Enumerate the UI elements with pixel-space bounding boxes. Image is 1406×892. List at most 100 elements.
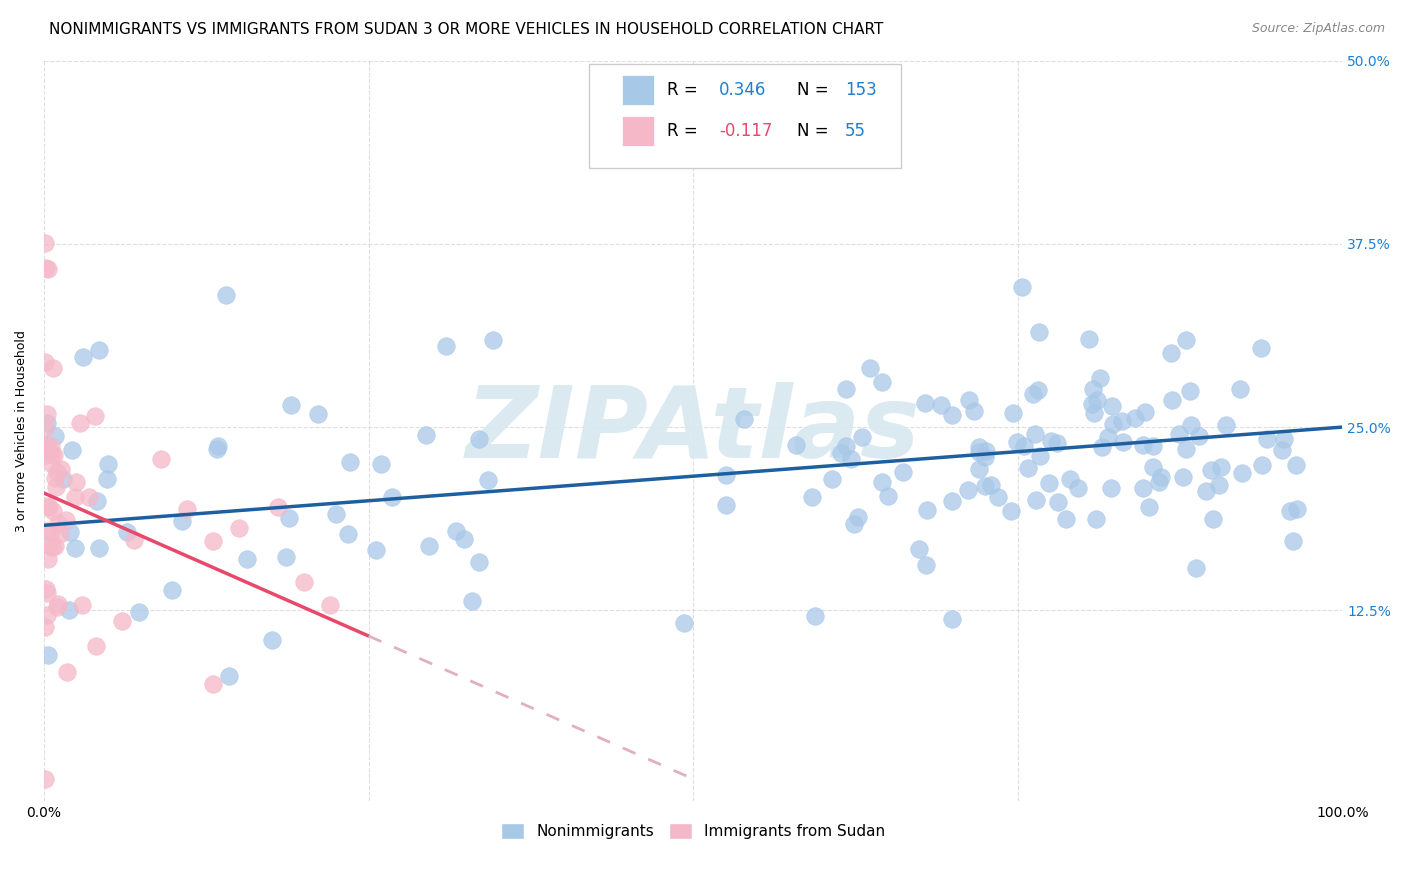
Point [260, 633, 283, 648]
Point [122, 533, 145, 547]
Point [1185, 561, 1208, 575]
Point [834, 439, 856, 453]
Point [1178, 384, 1201, 398]
Point [96, 473, 118, 487]
Point [1083, 406, 1105, 420]
Point [83, 409, 105, 424]
Point [115, 524, 138, 539]
Point [307, 408, 329, 422]
Point [339, 455, 361, 469]
Point [915, 503, 938, 517]
Point [908, 541, 931, 556]
Point [42, 360, 65, 375]
Point [292, 574, 315, 589]
Point [1199, 463, 1222, 477]
Point [974, 444, 997, 458]
Point [34, 235, 56, 250]
Point [49, 462, 72, 476]
Point [714, 498, 737, 512]
Point [851, 430, 873, 444]
FancyBboxPatch shape [621, 116, 654, 145]
Point [1132, 438, 1154, 452]
Point [336, 527, 359, 541]
Point [870, 375, 893, 389]
Point [46, 597, 69, 611]
Point [276, 549, 298, 564]
Text: N =: N = [797, 122, 834, 140]
Point [201, 533, 224, 548]
Point [42, 448, 65, 462]
Point [86, 493, 108, 508]
Point [35, 438, 58, 452]
Point [318, 598, 340, 612]
Point [967, 462, 990, 476]
Point [128, 605, 150, 619]
Point [44, 429, 66, 443]
Point [45, 465, 67, 479]
Point [1171, 470, 1194, 484]
Point [44, 539, 66, 553]
Point [1174, 333, 1197, 347]
Point [941, 409, 963, 423]
Point [835, 382, 858, 396]
Point [1000, 504, 1022, 518]
Point [1059, 472, 1081, 486]
Point [266, 500, 288, 515]
Point [72, 351, 94, 365]
Point [1215, 418, 1237, 433]
Point [1028, 325, 1050, 339]
Point [1286, 502, 1309, 516]
FancyBboxPatch shape [589, 64, 901, 168]
Point [1047, 495, 1070, 509]
Point [39, 525, 62, 540]
Point [41, 457, 63, 471]
Point [65, 475, 87, 489]
Text: NONIMMIGRANTS VS IMMIGRANTS FROM SUDAN 3 OR MORE VEHICLES IN HOUSEHOLD CORRELATI: NONIMMIGRANTS VS IMMIGRANTS FROM SUDAN 3… [49, 22, 883, 37]
Point [482, 333, 505, 347]
Point [1195, 483, 1218, 498]
Point [207, 439, 229, 453]
Point [228, 521, 250, 535]
Point [1017, 461, 1039, 475]
Point [804, 608, 827, 623]
Point [218, 668, 240, 682]
Point [957, 483, 980, 498]
Point [1202, 512, 1225, 526]
Point [1025, 493, 1047, 508]
Point [876, 489, 898, 503]
Point [60, 442, 83, 457]
Point [929, 398, 952, 412]
Point [1088, 371, 1111, 385]
Point [37, 537, 59, 551]
Point [84, 640, 107, 654]
Point [56, 665, 79, 680]
Point [172, 514, 194, 528]
Point [1209, 459, 1232, 474]
Point [1111, 414, 1133, 428]
Point [1256, 432, 1278, 446]
Point [1160, 346, 1182, 360]
Point [41, 540, 63, 554]
Point [1278, 504, 1301, 518]
Point [914, 396, 936, 410]
Point [72, 599, 94, 613]
Point [58, 602, 80, 616]
Point [1125, 410, 1147, 425]
Point [1112, 435, 1135, 450]
Point [149, 452, 172, 467]
Point [34, 438, 56, 452]
Point [34, 772, 56, 786]
Point [205, 442, 228, 456]
Point [870, 475, 893, 489]
Point [215, 288, 238, 302]
Point [1251, 458, 1274, 473]
Point [37, 608, 59, 623]
Point [1028, 449, 1050, 463]
Point [1084, 512, 1107, 526]
Point [1005, 435, 1028, 450]
Point [1038, 475, 1060, 490]
Point [325, 508, 347, 522]
Point [477, 473, 499, 487]
Point [1147, 475, 1170, 489]
Text: 55: 55 [845, 122, 866, 140]
